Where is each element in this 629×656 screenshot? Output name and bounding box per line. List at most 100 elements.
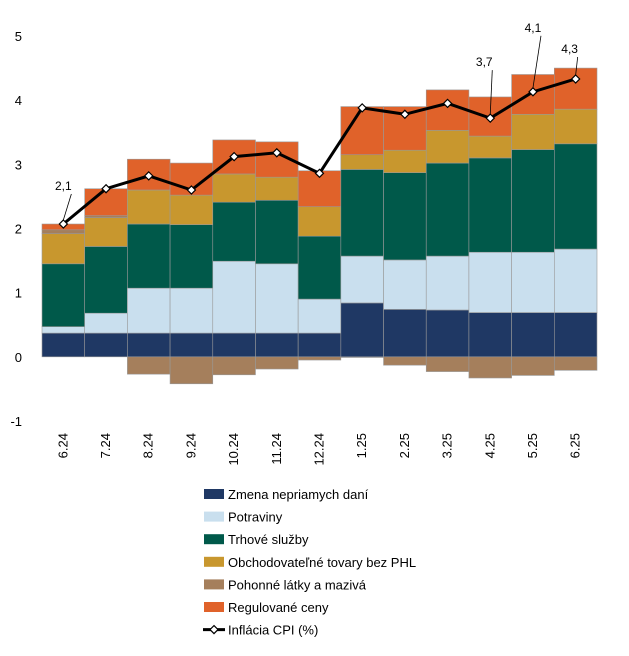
legend-swatch <box>204 534 224 545</box>
legend-label: Trhové služby <box>228 532 309 547</box>
cpi-marker <box>485 113 496 123</box>
legend-swatch <box>204 489 224 499</box>
cpi-marker <box>271 147 282 158</box>
bar-segment <box>255 332 299 358</box>
x-tick-label: 7.24 <box>98 433 113 458</box>
bar-segment <box>297 332 342 358</box>
x-tick-label: 5.25 <box>525 433 540 458</box>
x-tick-label: 6.24 <box>55 433 70 458</box>
legend-swatch <box>204 602 224 612</box>
annotation-leader <box>575 56 579 76</box>
bar-segment <box>127 356 171 375</box>
y-tick-label: 4 <box>15 93 22 108</box>
y-tick-label: 2 <box>15 222 22 237</box>
bar-segment <box>383 149 427 173</box>
bar-segment <box>425 309 470 358</box>
cpi-marker <box>101 183 111 194</box>
bar-segment <box>41 326 85 334</box>
bar-segment <box>169 356 214 385</box>
legend-marker <box>209 624 219 635</box>
bar-segment <box>212 173 256 203</box>
data-label: 4,1 <box>525 21 542 35</box>
bar-segment <box>425 255 470 311</box>
bar-segment <box>41 332 85 358</box>
bar-segment <box>169 224 214 289</box>
bar-segment <box>468 251 512 313</box>
bar-segment <box>340 356 384 358</box>
bar-segment <box>468 312 512 358</box>
legend-label: Regulované ceny <box>228 600 329 615</box>
bar-segment <box>297 356 342 361</box>
bar-segment <box>169 332 214 358</box>
bar-segment <box>468 135 512 159</box>
bar-segment <box>255 199 299 265</box>
bar-segment <box>255 176 299 201</box>
y-tick-label: 5 <box>15 29 22 44</box>
cpi-marker <box>58 219 69 229</box>
bar-segment <box>425 130 470 164</box>
bar-segment <box>511 251 555 313</box>
bar-segment <box>84 246 128 314</box>
bar-segment <box>554 356 598 371</box>
data-label: 4,3 <box>561 42 578 56</box>
x-tick-label: 6.25 <box>568 433 583 458</box>
bar-segment <box>41 233 85 265</box>
bar-segment <box>84 312 128 334</box>
bar-segment <box>511 149 555 253</box>
annotation-leader <box>489 70 493 115</box>
legend-label: Pohonné látky a mazivá <box>228 577 367 592</box>
bar-segment <box>127 287 171 334</box>
bar-segment <box>212 260 256 334</box>
bar-segment <box>41 229 85 234</box>
bar-segment <box>554 248 598 313</box>
bar-segment <box>554 108 598 145</box>
cpi-marker <box>357 103 368 113</box>
legend-label: Inflácia CPI (%) <box>228 623 318 638</box>
bar-segment <box>340 255 384 304</box>
annotation-leader <box>532 35 542 88</box>
bar-segment <box>383 356 427 366</box>
data-label: 2,1 <box>55 179 72 193</box>
bar-segment <box>425 162 470 257</box>
annotation-leader <box>62 193 72 221</box>
bar-segment <box>468 157 512 253</box>
bar-segment <box>127 223 171 289</box>
y-tick-label: 1 <box>15 286 22 301</box>
bar-segment <box>554 143 598 250</box>
bar-segment <box>255 356 299 370</box>
bar-segment <box>212 332 256 358</box>
bar-segment <box>554 312 598 358</box>
bar-segment <box>212 201 256 262</box>
bar-segment <box>169 194 214 225</box>
legend-label: Potraviny <box>228 510 283 525</box>
cpi-marker <box>229 151 239 162</box>
x-tick-label: 1.25 <box>354 433 369 458</box>
legend-label: Zmena nepriamych daní <box>228 487 369 502</box>
cpi-marker <box>442 98 453 109</box>
bar-segment <box>41 263 85 327</box>
cpi-marker <box>400 109 410 120</box>
x-tick-label: 8.24 <box>141 433 156 458</box>
cpi-marker <box>186 185 197 195</box>
legend-label: Obchodovateľné tovary bez PHL <box>228 555 416 570</box>
bar-segment <box>425 89 470 131</box>
x-tick-label: 12.24 <box>312 433 327 466</box>
bar-segment <box>340 302 384 358</box>
cpi-marker <box>143 171 154 181</box>
cpi-marker <box>570 74 581 84</box>
bar-segment <box>297 206 342 237</box>
bar-segment <box>383 309 427 358</box>
x-tick-label: 11.24 <box>269 433 284 465</box>
bar-segment <box>84 217 128 247</box>
bar-segment <box>255 263 299 334</box>
x-tick-label: 2.25 <box>397 433 412 458</box>
bar-segment <box>511 312 555 358</box>
bar-segment <box>297 298 342 334</box>
bar-segment <box>212 356 256 376</box>
legend-swatch <box>204 511 224 522</box>
bar-segment <box>84 332 128 358</box>
bar-segment <box>511 356 555 376</box>
legend-swatch <box>204 579 224 590</box>
bar-segment <box>340 169 384 257</box>
y-tick-label: 0 <box>15 350 22 365</box>
